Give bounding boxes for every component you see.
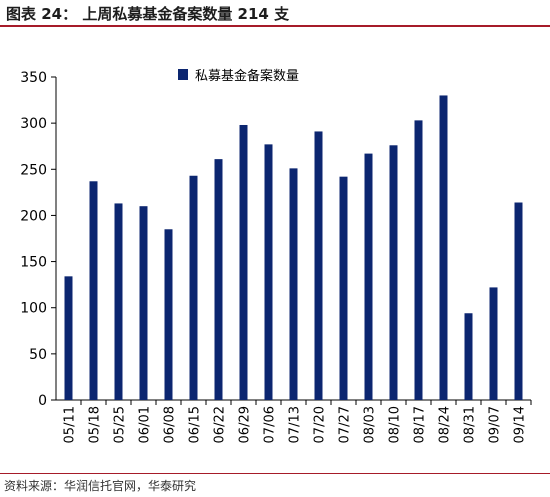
- bar: [89, 181, 98, 400]
- bar: [289, 168, 298, 400]
- x-tick-label: 09/07: [488, 406, 503, 443]
- x-tick-label: 07/13: [288, 406, 303, 443]
- x-tick-label: 05/25: [113, 406, 128, 443]
- y-tick-label: 250: [20, 162, 47, 178]
- y-tick-label: 300: [20, 116, 47, 132]
- y-tick-label: 350: [20, 70, 47, 86]
- bar: [464, 313, 473, 400]
- bar: [514, 202, 523, 400]
- legend-swatch: [178, 69, 188, 80]
- bar: [489, 287, 498, 400]
- bar: [339, 176, 348, 400]
- x-tick-label: 07/20: [313, 406, 328, 443]
- bar: [239, 124, 248, 400]
- x-tick-label: 09/14: [513, 406, 528, 443]
- x-tick-label: 05/18: [88, 406, 103, 443]
- footer-divider: [0, 473, 550, 474]
- x-tick-label: 07/27: [338, 406, 353, 443]
- x-tick-label: 08/10: [388, 406, 403, 443]
- title-divider: [0, 25, 550, 27]
- y-tick-label: 50: [29, 347, 47, 363]
- y-tick-label: 150: [20, 255, 47, 271]
- x-tick-label: 06/15: [188, 406, 203, 443]
- legend-label: 私募基金备案数量: [195, 68, 299, 84]
- bar-chart: 0 50 100 150 200 250 300 350 05/11 05/18 05/25 06/0…: [20, 68, 532, 443]
- source-note: 资料来源：华润信托官网，华泰研究: [4, 479, 197, 493]
- y-tick-label: 200: [20, 208, 47, 224]
- bar: [389, 145, 398, 400]
- bar: [114, 203, 123, 400]
- bar: [439, 95, 448, 400]
- x-tick-label: 07/06: [263, 406, 278, 443]
- x-tick-label: 05/11: [63, 406, 78, 443]
- bar: [264, 144, 273, 400]
- x-tick-label: 06/22: [213, 406, 228, 443]
- x-tick-label: 06/08: [163, 406, 178, 443]
- y-tick-label: 0: [38, 393, 47, 409]
- y-tick-label: 100: [20, 301, 47, 317]
- bar: [214, 159, 223, 400]
- bar: [64, 276, 73, 400]
- bar: [314, 131, 323, 400]
- bar: [189, 175, 198, 400]
- x-tick-label: 06/29: [238, 406, 253, 443]
- x-tick-label: 08/24: [438, 406, 453, 443]
- chart-title: 图表 24： 上周私募基金备案数量 214 支: [6, 5, 290, 23]
- bar: [364, 153, 373, 400]
- bar: [164, 229, 173, 400]
- x-tick-label: 08/31: [463, 406, 478, 443]
- bar: [139, 206, 148, 400]
- bar: [414, 120, 423, 401]
- x-tick-label: 08/17: [413, 406, 428, 443]
- x-tick-label: 08/03: [363, 406, 378, 443]
- chart-header: 图表 24： 上周私募基金备案数量 214 支: [0, 0, 550, 27]
- x-tick-label: 06/01: [138, 406, 153, 443]
